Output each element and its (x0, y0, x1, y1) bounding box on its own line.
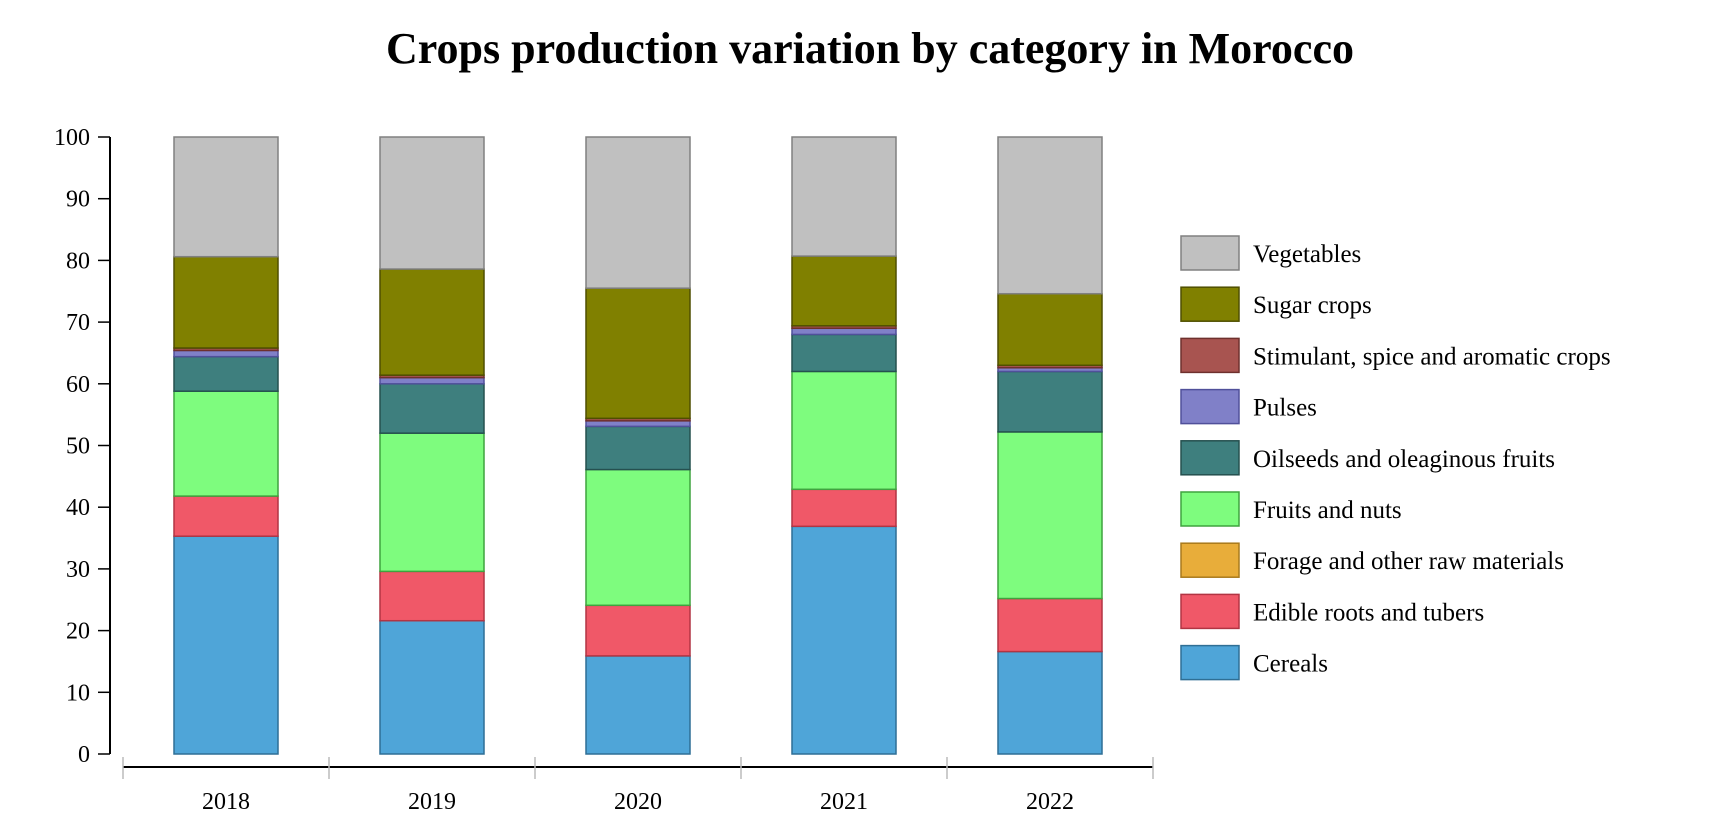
bar-segment (379, 136, 485, 270)
y-tick-label: 90 (66, 187, 90, 213)
bar-segment (379, 383, 485, 434)
y-tick-label: 80 (66, 248, 90, 274)
y-tick-label: 20 (66, 619, 90, 645)
y-tick-label: 10 (66, 680, 90, 706)
bar-segment (585, 420, 691, 428)
legend-label: Sugar crops (1253, 292, 1372, 319)
y-tick-label: 0 (78, 742, 90, 768)
legend-label: Oilseeds and oleaginous fruits (1253, 446, 1555, 473)
legend-label: Vegetables (1253, 241, 1361, 268)
bar-segment (173, 349, 279, 358)
y-tick-label: 70 (66, 310, 90, 336)
bar-segment (997, 370, 1103, 433)
bars-group (173, 136, 1103, 755)
bar-segment (997, 136, 1103, 295)
chart-title: Crops production variation by category i… (386, 24, 1354, 73)
bar-segment (379, 619, 485, 755)
bar-segment (173, 390, 279, 497)
x-tick-label: 2018 (202, 789, 250, 815)
bar-segment (585, 287, 691, 420)
x-tick-label: 2019 (408, 789, 456, 815)
bar-segment (791, 488, 897, 528)
legend-swatch (1180, 388, 1240, 425)
bar-segment (997, 597, 1103, 653)
bar-segment (585, 468, 691, 607)
legend-label: Pulses (1253, 395, 1317, 422)
bar-segment (791, 370, 897, 491)
legend-swatch (1180, 542, 1240, 578)
bar-segment (173, 136, 279, 258)
bar-segment (997, 292, 1103, 367)
bar-segment (791, 327, 897, 336)
x-tick-label: 2020 (614, 789, 662, 815)
legend-label: Edible roots and tubers (1253, 599, 1484, 626)
legend-swatch (1180, 337, 1240, 374)
legend-swatch (1180, 644, 1240, 681)
y-tick-label: 100 (54, 125, 90, 151)
bar-segment (173, 535, 279, 755)
legend-label: Stimulant, spice and aromatic crops (1253, 343, 1611, 370)
bar-segment (173, 495, 279, 537)
y-tick-label: 60 (66, 372, 90, 398)
legend-swatch (1180, 593, 1240, 630)
legend-swatch (1180, 235, 1240, 271)
legend: Vegetables Sugar crops Stimulant, spice an… (1180, 235, 1611, 681)
bar-segment (379, 268, 485, 376)
legend-label: Fruits and nuts (1253, 497, 1402, 524)
bar-segment (791, 333, 897, 373)
legend-swatch (1180, 440, 1240, 476)
bar-segment (997, 431, 1103, 600)
bar-segment (173, 255, 279, 349)
bar-segment (379, 570, 485, 622)
x-tick-label: 2021 (820, 789, 868, 815)
bar-segment (379, 432, 485, 573)
legend-swatch (1180, 491, 1240, 527)
x-axis: 2018 2019 2020 2021 2022 (122, 757, 1154, 815)
bar-segment (585, 425, 691, 471)
bar-segment (585, 655, 691, 755)
bar-segment (173, 355, 279, 392)
y-tick-label: 50 (66, 434, 90, 460)
y-tick-label: 40 (66, 495, 90, 521)
legend-swatch (1180, 286, 1240, 322)
bar-segment (379, 376, 485, 385)
y-tick-label: 30 (66, 557, 90, 583)
bar-segment (585, 604, 691, 657)
legend-label: Forage and other raw materials (1253, 548, 1564, 575)
bar-segment (791, 525, 897, 755)
bar-segment (791, 255, 897, 327)
bar-segment (585, 136, 691, 289)
y-axis: 0 10 20 30 40 50 60 70 80 90 100 (54, 125, 111, 768)
bar-segment (997, 650, 1103, 755)
legend-label: Cereals (1253, 651, 1328, 678)
bar-segment (791, 136, 897, 257)
x-tick-label: 2022 (1026, 789, 1074, 815)
